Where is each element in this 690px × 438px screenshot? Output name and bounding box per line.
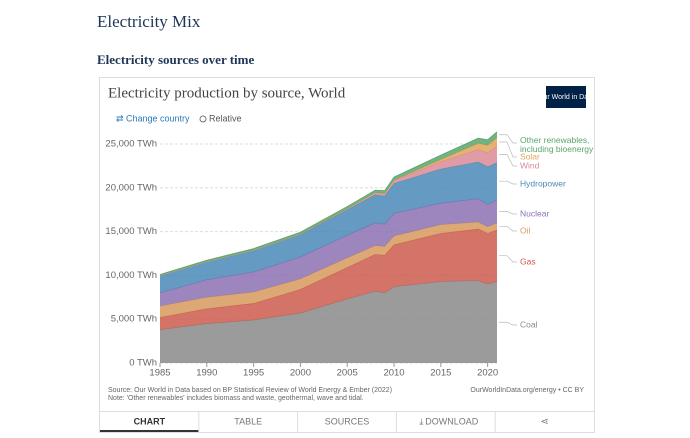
- source: Source: Our World in Data based on BP St…: [108, 387, 392, 394]
- x-tick-label: 2015: [430, 368, 451, 379]
- legend-label: Oil: [520, 225, 531, 235]
- legend-label: Other renewables, including bioenergy: [520, 135, 594, 154]
- legend-label: Hydropower: [520, 178, 566, 188]
- x-tick-label: 1990: [196, 368, 217, 379]
- legend-label: Gas: [520, 256, 536, 266]
- x-tick-label: 1995: [243, 368, 264, 379]
- label-connector: [499, 134, 517, 144]
- label-connector: [499, 211, 517, 215]
- credit: OurWorldInData.org/energy • CC BY: [470, 387, 584, 394]
- change-country[interactable]: Change country: [126, 113, 190, 123]
- tab[interactable]: DOWNLOAD: [425, 416, 479, 426]
- area: [160, 221, 497, 318]
- legend-label: Wind: [520, 160, 540, 170]
- plot: 0 TWh 5,000 TWh 10,000 TWh 15,000 TWh 20,000…: [105, 131, 566, 379]
- share-button[interactable]: ⋖: [540, 417, 548, 428]
- legend-label: Solar: [520, 151, 540, 161]
- area: [160, 146, 497, 276]
- area: [160, 161, 497, 293]
- note: Note: 'Other renewables' includes biomas…: [108, 395, 364, 402]
- chart-title: Electricity production by source, World: [108, 85, 346, 101]
- x-tick-label: 2010: [383, 368, 404, 379]
- relative-label[interactable]: Relative: [209, 113, 242, 123]
- change-country-icon[interactable]: ⇄: [116, 113, 124, 123]
- x-tick-label: 2020: [477, 368, 498, 379]
- x-tick-label: 1985: [149, 368, 170, 379]
- section-heading: Electricity sources over time: [97, 52, 254, 67]
- area: [160, 280, 497, 363]
- area: [160, 198, 497, 307]
- y-tick-label: 25,000 TWh: [105, 139, 157, 150]
- logo: [546, 86, 586, 108]
- relative-toggle[interactable]: [199, 115, 207, 123]
- tab[interactable]: TABLE: [234, 416, 262, 426]
- tabs: CHART TABLE SOURCES DOWNLOAD⤓ ⋖: [100, 412, 549, 432]
- tab[interactable]: SOURCES: [325, 416, 370, 426]
- label-connector: [499, 321, 517, 326]
- page-heading: Electricity Mix: [97, 12, 201, 31]
- y-tick-label: 10,000 TWh: [105, 270, 157, 281]
- label-connector: [499, 255, 517, 263]
- y-tick-label: 15,000 TWh: [105, 226, 157, 237]
- y-tick-label: 5,000 TWh: [111, 314, 157, 325]
- legend-label: Coal: [520, 319, 538, 329]
- y-tick-label: 0 TWh: [129, 358, 157, 369]
- tab[interactable]: CHART: [134, 416, 166, 426]
- y-tick-label: 20,000 TWh: [105, 182, 157, 193]
- label-connector: [499, 226, 517, 232]
- area: [160, 131, 497, 276]
- area-edge: [159, 131, 498, 275]
- label-connector: [499, 180, 517, 185]
- download-icon[interactable]: ⤓: [419, 416, 423, 426]
- x-tick-label: 2005: [337, 368, 358, 379]
- legend-label: Nuclear: [520, 208, 549, 218]
- logo-text: Our World in Data: [538, 94, 594, 101]
- x-tick-label: 2000: [290, 368, 311, 379]
- label-connector: [499, 154, 517, 167]
- area-edge: [159, 137, 498, 276]
- label-connector: [499, 141, 517, 158]
